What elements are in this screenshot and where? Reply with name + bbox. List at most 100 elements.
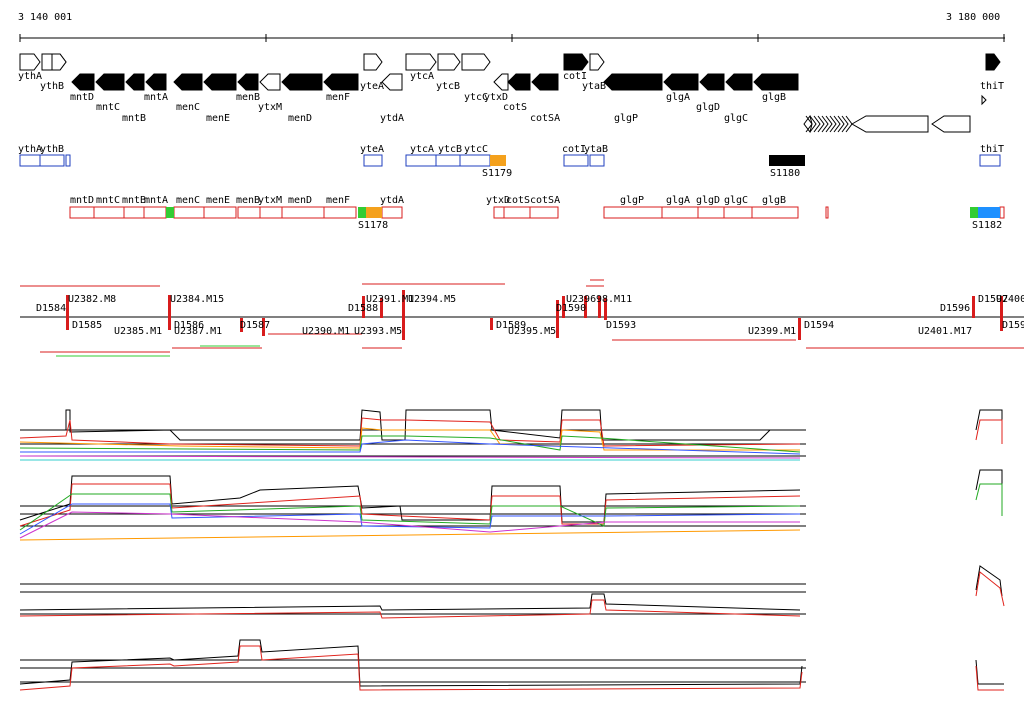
- svg-text:glgP: glgP: [614, 113, 638, 124]
- gene-arrow-cotS: [507, 73, 531, 91]
- svg-text:menD: menD: [288, 113, 312, 124]
- gene-arrow-mntC: [95, 73, 125, 91]
- signal-panel-1: [19, 565, 1005, 619]
- svg-text:thiT: thiT: [980, 81, 1004, 92]
- svg-text:D1586: D1586: [174, 320, 204, 331]
- svg-text:glgB: glgB: [762, 195, 786, 206]
- svg-text:S1182: S1182: [972, 220, 1002, 231]
- svg-text:menE: menE: [206, 195, 230, 206]
- svg-text:mntA: mntA: [144, 195, 168, 206]
- gene-arrow-cotI: [563, 53, 589, 71]
- gene-arrow-menB: [237, 73, 259, 91]
- site-marker-S1180: [769, 155, 805, 166]
- svg-text:U2396: U2396: [566, 294, 596, 305]
- gene-arrow-ytxM: [259, 73, 281, 91]
- svg-text:U2393.M5: U2393.M5: [354, 326, 402, 337]
- gene-arrow-glgB: [753, 73, 799, 91]
- ruler-end-label: 3 180 000: [946, 12, 1001, 23]
- svg-text:D1585: D1585: [72, 320, 102, 331]
- ruler-start-label: 3 140 001: [18, 12, 73, 23]
- svg-text:menF: menF: [326, 195, 350, 206]
- gene-arrow-ytcA: [405, 53, 437, 71]
- site-marker-S1179: [490, 155, 506, 166]
- svg-text:S1178: S1178: [358, 220, 388, 231]
- svg-text:D1587: D1587: [240, 320, 270, 331]
- svg-text:U2401.M17: U2401.M17: [918, 326, 972, 337]
- gene-arrow-ytaB: [589, 53, 605, 71]
- svg-text:glgA: glgA: [666, 195, 690, 206]
- svg-text:cotI: cotI: [562, 144, 586, 155]
- svg-text:mntB: mntB: [122, 195, 146, 206]
- svg-text:glgC: glgC: [724, 195, 748, 206]
- svg-text:ythB: ythB: [40, 144, 64, 155]
- expression-panel-1: [19, 409, 1003, 461]
- site-marker-S1178: [366, 207, 382, 218]
- svg-text:glgC: glgC: [724, 113, 748, 124]
- svg-text:U2395.M5: U2395.M5: [508, 326, 556, 337]
- svg-text:cotSA: cotSA: [530, 113, 560, 124]
- svg-text:menF: menF: [326, 92, 350, 103]
- svg-text:mntC: mntC: [96, 195, 120, 206]
- svg-text:glgB: glgB: [762, 92, 786, 103]
- svg-text:ythA: ythA: [18, 144, 42, 155]
- svg-text:U2390.M1: U2390.M1: [302, 326, 350, 337]
- gene-arrow-ythA: [19, 53, 41, 71]
- svg-text:ytdA: ytdA: [380, 195, 404, 206]
- gene-arrow-mntA: [145, 73, 167, 91]
- svg-text:ytcC: ytcC: [464, 144, 488, 155]
- svg-text:S1180: S1180: [770, 168, 800, 179]
- probe-track-blue: [19, 154, 1001, 167]
- svg-text:D1596: D1596: [940, 303, 970, 314]
- svg-text:ytdA: ytdA: [380, 113, 404, 124]
- svg-text:glgD: glgD: [696, 195, 720, 206]
- svg-text:ytcB: ytcB: [438, 144, 462, 155]
- svg-text:D1593: D1593: [606, 320, 636, 331]
- svg-text:ythA: ythA: [18, 71, 42, 82]
- svg-text:cotS: cotS: [506, 195, 530, 206]
- svg-text:ytcC: ytcC: [464, 92, 488, 103]
- svg-text:menD: menD: [288, 195, 312, 206]
- svg-text:U2391.M1: U2391.M1: [366, 294, 414, 305]
- site-marker-S1178-green: [358, 207, 366, 218]
- svg-text:ytxM: ytxM: [258, 102, 282, 113]
- svg-text:U2400: U2400: [996, 294, 1024, 305]
- svg-text:U2385.M1: U2385.M1: [114, 326, 162, 337]
- gene-arrow-glgC: [725, 73, 753, 91]
- coordinate-ruler: [19, 34, 1005, 42]
- svg-text:menB: menB: [236, 195, 260, 206]
- svg-text:mntC: mntC: [96, 102, 120, 113]
- svg-text:mntA: mntA: [144, 92, 168, 103]
- svg-text:ytxM: ytxM: [258, 195, 282, 206]
- svg-text:glgA: glgA: [666, 92, 690, 103]
- svg-text:D159: D159: [1002, 320, 1024, 331]
- svg-text:D1584: D1584: [36, 303, 66, 314]
- svg-text:S1179: S1179: [482, 168, 512, 179]
- svg-text:glgD: glgD: [696, 102, 720, 113]
- svg-text:D1594: D1594: [804, 320, 834, 331]
- gene-arrow-menD: [281, 73, 323, 91]
- svg-text:D1589: D1589: [496, 320, 526, 331]
- svg-text:mntB: mntB: [122, 113, 146, 124]
- gene-arrow-mntB: [125, 73, 145, 91]
- svg-text:mntD: mntD: [70, 195, 94, 206]
- gene-annotation-track: [19, 53, 1001, 134]
- gene-arrow-yteA: [363, 53, 383, 71]
- gene-arrow-ytcB: [437, 53, 461, 71]
- svg-text:U2382.M8: U2382.M8: [68, 294, 116, 305]
- gene-arrow-menF: [323, 73, 359, 91]
- svg-text:U2384.M15: U2384.M15: [170, 294, 224, 305]
- svg-text:ytcB: ytcB: [436, 81, 460, 92]
- svg-text:cotSA: cotSA: [530, 195, 560, 206]
- svg-text:ytcA: ytcA: [410, 144, 434, 155]
- gene-arrow-glgP: [603, 73, 663, 91]
- svg-text:glgP: glgP: [620, 195, 644, 206]
- gene-arrow-glgD: [699, 73, 725, 91]
- svg-text:ytaB: ytaB: [584, 144, 608, 155]
- gene-arrow-menC: [173, 73, 203, 91]
- svg-text:ytxD: ytxD: [484, 92, 508, 103]
- svg-text:U2394.M5: U2394.M5: [408, 294, 456, 305]
